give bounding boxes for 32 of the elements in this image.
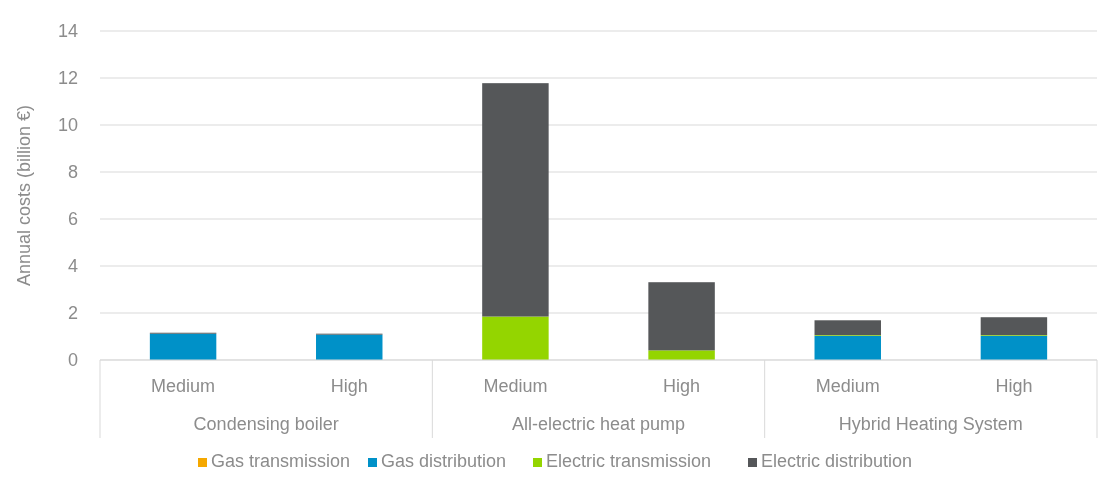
legend-label: Electric transmission (546, 451, 712, 471)
bar (316, 334, 383, 360)
bar (482, 316, 549, 360)
y-axis-title: Annual costs (billion €) (14, 104, 34, 287)
x-tick-label: High (330, 376, 368, 396)
legend-label: Electric distribution (761, 451, 913, 471)
bar (814, 335, 881, 360)
legend-label: Gas distribution (381, 451, 507, 471)
y-tick-label: 2 (67, 303, 78, 324)
text: Hybrid Heating System (838, 414, 1023, 434)
bar (814, 320, 881, 336)
x-tick-label: Medium (815, 376, 880, 396)
bar (980, 335, 1048, 360)
y-tick-label: 10 (57, 115, 78, 136)
y-tick-label: 12 (57, 68, 78, 89)
y-tick-label: 8 (67, 162, 78, 183)
y-tick-label: 14 (57, 21, 78, 42)
x-tick-label: High (663, 376, 701, 396)
y-tick-label: 0 (67, 350, 78, 371)
bar (980, 317, 1048, 336)
x-tick-label: Medium (151, 376, 216, 396)
y-tick-label: 6 (67, 209, 78, 230)
bar (482, 83, 549, 317)
y-tick-label: 4 (67, 256, 78, 277)
bar (648, 350, 715, 360)
bar (149, 333, 217, 360)
bar (648, 282, 715, 351)
x-tick-label: Medium (483, 376, 548, 396)
legend-label: Gas transmission (211, 451, 351, 471)
text: All-electric heat pump (511, 414, 686, 434)
text: Condensing boiler (193, 414, 339, 434)
x-tick-label: High (995, 376, 1033, 396)
